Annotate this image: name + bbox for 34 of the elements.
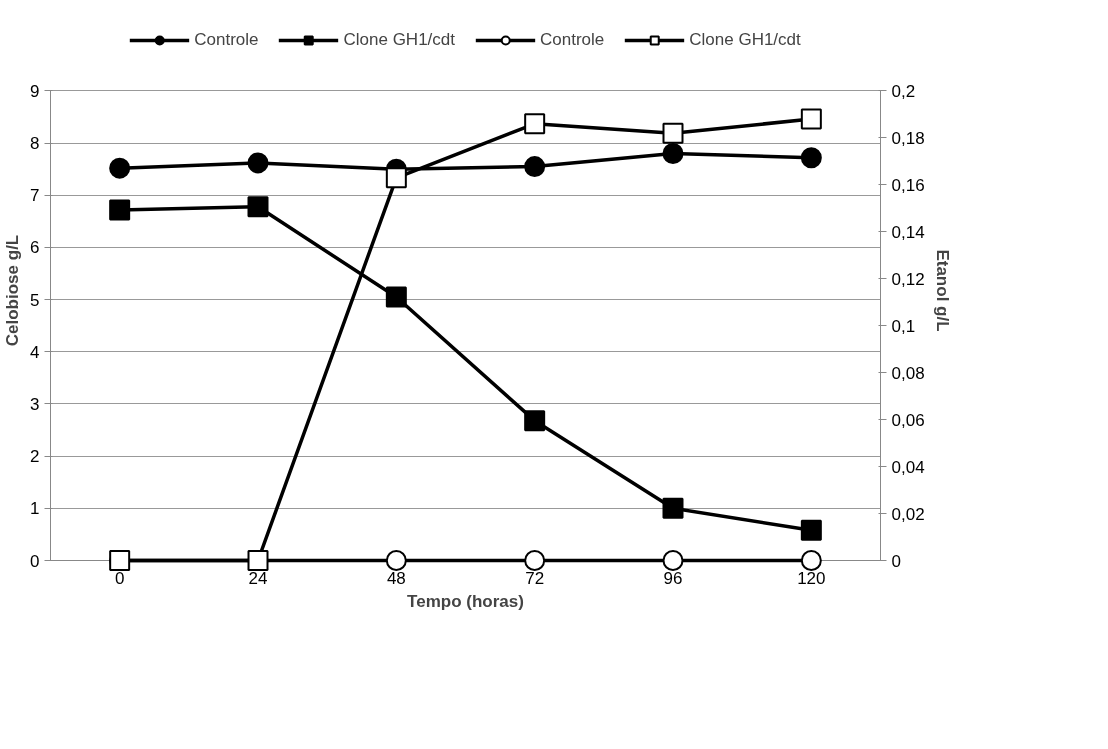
y2-tick-label: 0,2 xyxy=(891,81,916,101)
y2-tick-label: 0,12 xyxy=(891,269,925,289)
legend-label: Clone GH1/cdt xyxy=(689,30,801,50)
y2-tick-label: 0,08 xyxy=(891,363,925,383)
y-tick-label: 9 xyxy=(30,81,40,101)
x-tick-label: 96 xyxy=(663,568,683,588)
y2-tick-label: 0,14 xyxy=(891,222,925,242)
y2-tick-label: 0,04 xyxy=(891,457,925,477)
legend-label: Clone GH1/cdt xyxy=(343,30,455,50)
y-tick-label: 4 xyxy=(30,342,40,362)
y2-tick-label: 0,02 xyxy=(891,504,925,524)
y-tick-label: 0 xyxy=(30,551,40,571)
legend-label: Controle xyxy=(194,30,259,50)
y2-tick-label: 0 xyxy=(891,551,901,571)
y-tick-label: 6 xyxy=(30,238,40,258)
x-tick-label: 0 xyxy=(114,568,125,588)
y2-tick-label: 0,16 xyxy=(891,175,925,195)
y-tick-label: 1 xyxy=(30,499,40,519)
y-tick-label: 8 xyxy=(30,134,40,154)
y-tick-label: 7 xyxy=(30,186,40,206)
x-tick-label: 72 xyxy=(525,568,545,588)
y-tick-label: 2 xyxy=(30,447,40,467)
y2-tick-label: 0,06 xyxy=(891,410,925,430)
x-axis-title: Tempo (horas) xyxy=(407,591,524,611)
y2-tick-label: 0,18 xyxy=(891,128,925,148)
y-tick-label: 3 xyxy=(30,394,40,414)
x-tick-label: 120 xyxy=(797,568,826,588)
x-tick-label: 24 xyxy=(248,568,268,588)
y-tick-label: 5 xyxy=(30,290,40,310)
y-axis-title: Celobiose g/L xyxy=(3,234,23,347)
y2-tick-label: 0,1 xyxy=(891,316,916,336)
y2-axis-title: Etanol g/L xyxy=(932,249,952,332)
x-tick-label: 48 xyxy=(386,568,406,588)
legend-label: Controle xyxy=(540,30,605,50)
